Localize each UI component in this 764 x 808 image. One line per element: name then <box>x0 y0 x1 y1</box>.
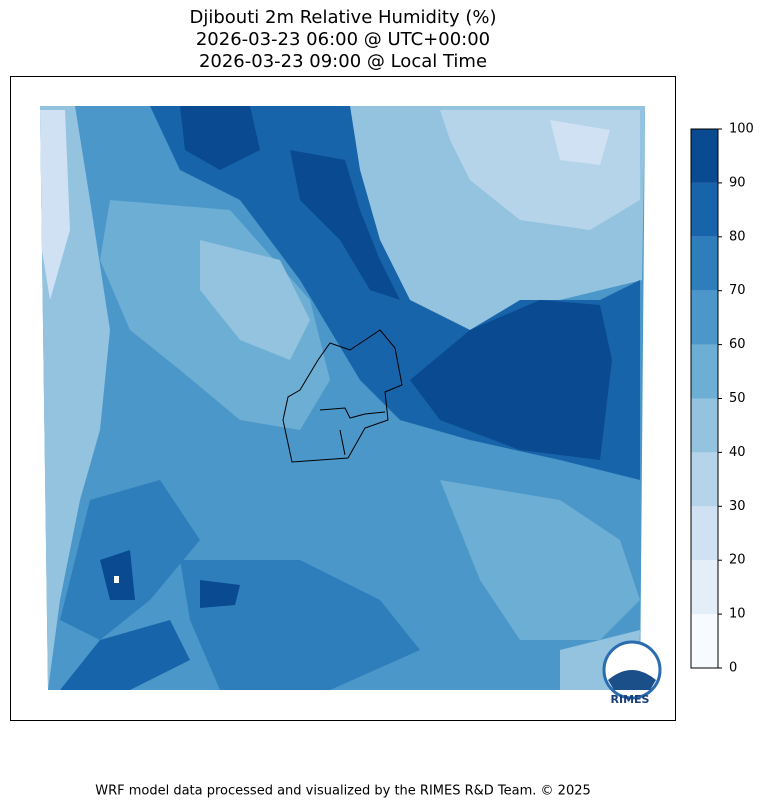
colorbar-segment <box>691 560 718 615</box>
colorbar-tick-label: 80 <box>729 229 746 244</box>
logo-text: RIMES <box>611 693 650 706</box>
colorbar-segment <box>691 614 718 668</box>
colorbar-tick-label: 10 <box>729 607 746 622</box>
map-field <box>40 106 645 690</box>
footer: WRF model data processed and visualized … <box>95 784 591 799</box>
country-border <box>282 329 403 463</box>
colorbar-tick-label: 20 <box>729 553 746 568</box>
colorbar-tick-label: 70 <box>729 283 746 298</box>
colorbar-tick-label: 90 <box>729 175 746 190</box>
colorbar-segment <box>691 398 718 453</box>
colorbar-tick-label: 30 <box>729 499 746 514</box>
colorbar-tick-label: 100 <box>729 122 754 137</box>
colorbar-segment <box>691 129 718 183</box>
colorbar-tick-label: 60 <box>729 337 746 352</box>
title-line: Djibouti 2m Relative Humidity (%) <box>190 7 497 28</box>
colorbar-tick-label: 0 <box>729 661 737 676</box>
colorbar: 0 10 20 30 40 50 60 70 80 90 100 <box>690 122 754 676</box>
colorbar-tick-label: 50 <box>729 391 746 406</box>
colorbar-segment <box>691 506 718 561</box>
colorbar-segment <box>691 236 718 291</box>
colorbar-segment <box>691 182 718 237</box>
colorbar-segment <box>691 290 718 345</box>
colorbar-segment <box>691 344 718 399</box>
colorbar-segment <box>691 452 718 507</box>
title-line: 2026-03-23 06:00 @ UTC+00:00 <box>196 29 490 50</box>
colorbar-tick-label: 40 <box>729 445 746 460</box>
title-line: 2026-03-23 09:00 @ Local Time <box>199 51 487 72</box>
logo: RIMES <box>602 640 662 706</box>
